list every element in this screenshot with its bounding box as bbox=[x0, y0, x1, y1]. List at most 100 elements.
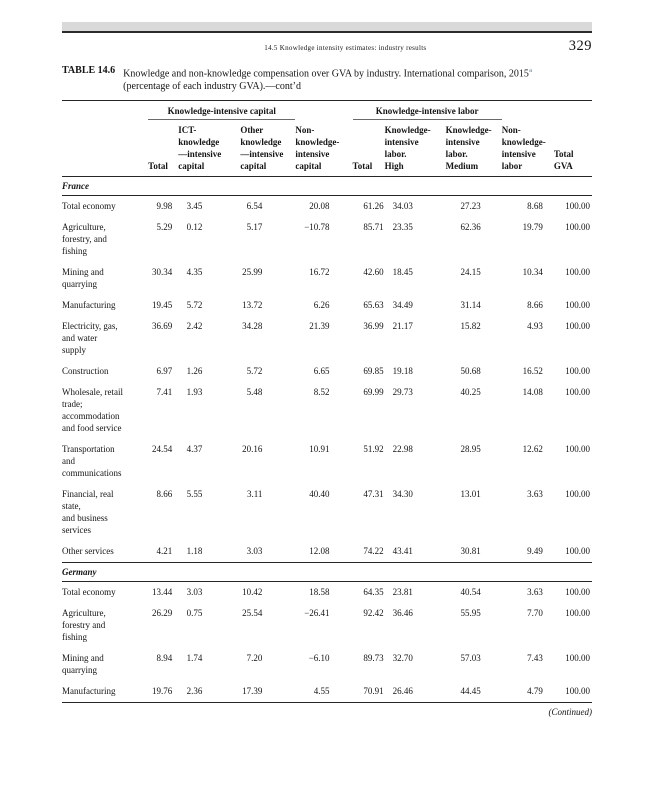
value-cell: 5.72 bbox=[186, 300, 203, 311]
value-cell: 3.03 bbox=[186, 587, 203, 598]
caption-note-marker: a bbox=[528, 67, 533, 74]
value-cell: 13.72 bbox=[242, 300, 263, 311]
industry-cell: Other services bbox=[62, 546, 114, 557]
value-cell: 20.08 bbox=[309, 201, 330, 212]
column-header-total-labor: Total bbox=[352, 119, 385, 178]
group-header-labor: Knowledge-intensive labor bbox=[352, 100, 502, 121]
industry-cell: Manufacturing bbox=[62, 300, 116, 311]
value-cell: 62.36 bbox=[460, 222, 481, 233]
value-cell: 26.29 bbox=[151, 608, 173, 619]
table-row: Mining and quarrying 8.94 1.74 7.20 −6.10 89.… bbox=[62, 648, 592, 681]
value-cell: 4.55 bbox=[313, 686, 330, 697]
value-cell: 36.99 bbox=[363, 321, 384, 332]
value-cell: 4.37 bbox=[186, 444, 203, 455]
value-cell: 2.36 bbox=[186, 686, 203, 697]
value-cell: 5.17 bbox=[246, 222, 263, 233]
value-cell: 0.12 bbox=[186, 222, 203, 233]
value-cell: 34.28 bbox=[242, 321, 263, 332]
value-cell: 5.29 bbox=[156, 222, 173, 233]
column-header-labor-medium: Knowledge- intensive labor. Medium bbox=[445, 119, 502, 178]
value-cell: −6.10 bbox=[308, 653, 330, 664]
column-header-other-capital: Other knowledge —intensive capital bbox=[240, 119, 296, 178]
value-cell: 1.18 bbox=[186, 546, 203, 557]
table-row: Construction 6.97 1.26 5.72 6.65 69.85 19.18 50… bbox=[62, 361, 592, 382]
caption-line1: Knowledge and non-knowledge compensation… bbox=[123, 68, 529, 80]
value-cell: 18.45 bbox=[392, 267, 413, 278]
section-country-label: France bbox=[62, 176, 592, 197]
value-cell: 8.66 bbox=[156, 489, 173, 500]
value-cell: 12.08 bbox=[309, 546, 330, 557]
value-cell: 100.00 bbox=[565, 267, 590, 278]
value-cell: 47.31 bbox=[363, 489, 384, 500]
value-cell: 12.62 bbox=[522, 444, 543, 455]
value-cell: 16.52 bbox=[522, 366, 543, 377]
value-cell: 6.65 bbox=[313, 366, 330, 377]
page-header-bar bbox=[62, 22, 592, 33]
caption-text: Knowledge and non-knowledge compensation… bbox=[123, 64, 592, 93]
value-cell: 21.39 bbox=[309, 321, 330, 332]
table-row: Wholesale, retail trade; accommodation a… bbox=[62, 382, 592, 439]
value-cell: 25.99 bbox=[242, 267, 263, 278]
column-header-row: Total ICT- knowledge —intensive capital … bbox=[62, 119, 592, 178]
table-row: Financial, real state, and business serv… bbox=[62, 484, 592, 541]
value-cell: 24.54 bbox=[151, 444, 173, 455]
value-cell: 61.26 bbox=[363, 201, 384, 212]
value-cell: 34.30 bbox=[392, 489, 413, 500]
industry-cell: Wholesale, retail trade; accommodation a… bbox=[62, 387, 123, 434]
value-cell: 3.03 bbox=[246, 546, 263, 557]
value-cell: 19.76 bbox=[151, 686, 173, 697]
value-cell: 1.74 bbox=[186, 653, 203, 664]
value-cell: 3.11 bbox=[247, 489, 263, 500]
value-cell: 100.00 bbox=[565, 653, 590, 664]
value-cell: 5.72 bbox=[246, 366, 263, 377]
value-cell: 4.21 bbox=[156, 546, 173, 557]
value-cell: 8.68 bbox=[527, 201, 543, 212]
value-cell: 6.97 bbox=[156, 366, 173, 377]
value-cell: 9.49 bbox=[527, 546, 543, 557]
group-header-spacer bbox=[502, 101, 592, 120]
value-cell: 43.41 bbox=[392, 546, 413, 557]
table-row: Manufacturing 19.76 2.36 17.39 4.55 70.91 26.4… bbox=[62, 681, 592, 703]
value-cell: 0.75 bbox=[186, 608, 203, 619]
value-cell: 89.73 bbox=[363, 653, 384, 664]
value-cell: 1.26 bbox=[186, 366, 203, 377]
value-cell: 10.91 bbox=[309, 444, 330, 455]
value-cell: 100.00 bbox=[565, 587, 590, 598]
value-cell: 3.63 bbox=[527, 489, 543, 500]
industry-cell: Transportation and communications bbox=[62, 444, 122, 479]
value-cell: 7.41 bbox=[156, 387, 173, 398]
value-cell: 70.91 bbox=[363, 686, 384, 697]
value-cell: 55.95 bbox=[460, 608, 481, 619]
value-cell: 7.43 bbox=[527, 653, 543, 664]
column-header-non-knowledge-capital: Non- knowledge- intensive capital bbox=[295, 119, 353, 178]
table-row: Agriculture, forestry, and fishing 5.29 0.… bbox=[62, 217, 592, 262]
value-cell: 14.08 bbox=[522, 387, 543, 398]
running-head: 14.5 Knowledge intensity estimates: indu… bbox=[264, 44, 427, 52]
value-cell: 17.39 bbox=[242, 686, 263, 697]
value-cell: 4.93 bbox=[527, 321, 543, 332]
table-body: France Total economy 9.98 3.45 6.54 20.08 61.2… bbox=[62, 176, 592, 703]
industry-cell: Agriculture, forestry, and fishing bbox=[62, 222, 107, 257]
value-cell: 23.81 bbox=[392, 587, 413, 598]
value-cell: 19.18 bbox=[392, 366, 413, 377]
value-cell: 5.48 bbox=[246, 387, 263, 398]
industry-cell: Manufacturing bbox=[62, 686, 116, 697]
value-cell: 23.35 bbox=[392, 222, 413, 233]
value-cell: 69.85 bbox=[363, 366, 384, 377]
value-cell: 5.55 bbox=[186, 489, 203, 500]
section-country-label: Germany bbox=[62, 562, 592, 583]
value-cell: 21.17 bbox=[392, 321, 413, 332]
industry-cell: Construction bbox=[62, 366, 109, 377]
value-cell: 85.71 bbox=[363, 222, 384, 233]
value-cell: 40.54 bbox=[460, 587, 481, 598]
value-cell: 65.63 bbox=[363, 300, 384, 311]
industry-cell: Total economy bbox=[62, 587, 116, 598]
value-cell: 57.03 bbox=[460, 653, 481, 664]
value-cell: 10.42 bbox=[242, 587, 263, 598]
value-cell: 31.14 bbox=[460, 300, 481, 311]
value-cell: 100.00 bbox=[565, 546, 590, 557]
value-cell: 18.58 bbox=[309, 587, 330, 598]
value-cell: 100.00 bbox=[565, 608, 590, 619]
group-header-row: Knowledge-intensive capital Knowledge-in… bbox=[62, 100, 592, 121]
value-cell: −10.78 bbox=[304, 222, 330, 233]
